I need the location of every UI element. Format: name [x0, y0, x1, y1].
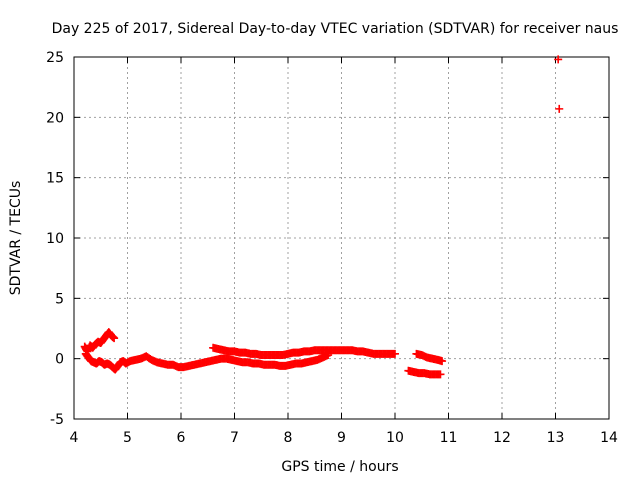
chart-title: Day 225 of 2017, Sidereal Day-to-day VTE… — [52, 21, 619, 37]
x-tick-label: 5 — [123, 430, 132, 446]
y-tick-label: 25 — [46, 50, 64, 66]
y-axis-label: SDTVAR / TECUs — [8, 181, 24, 296]
data-point — [241, 348, 254, 358]
x-tick-label: 7 — [230, 430, 239, 446]
y-tick-label: 15 — [46, 171, 64, 187]
y-tick-label: 20 — [46, 110, 64, 126]
data-point — [554, 55, 563, 64]
data-series — [80, 55, 564, 379]
grid-lines — [74, 57, 609, 419]
y-tick-label: 5 — [55, 291, 64, 307]
data-point — [555, 104, 564, 113]
data-point — [436, 370, 445, 379]
y-tick-label: 10 — [46, 231, 64, 247]
axis-ticks: 4 5 6 7 8 9 10 11 12 13 14 -5 0 5 10 15 20 25 — [46, 50, 618, 446]
x-tick-label: 10 — [386, 430, 404, 446]
data-point — [110, 334, 119, 343]
y-tick-label: -5 — [50, 412, 64, 428]
data-point — [438, 357, 447, 366]
x-tick-label: 12 — [493, 430, 511, 446]
x-tick-label: 9 — [337, 430, 346, 446]
x-tick-label: 11 — [440, 430, 458, 446]
x-tick-label: 13 — [547, 430, 565, 446]
y-tick-label: 0 — [55, 352, 64, 368]
x-tick-label: 8 — [284, 430, 293, 446]
x-tick-label: 14 — [600, 430, 618, 446]
x-tick-label: 4 — [70, 430, 79, 446]
data-point — [391, 349, 399, 358]
x-axis-label: GPS time / hours — [281, 459, 398, 475]
x-tick-label: 6 — [177, 430, 186, 446]
data-point — [142, 352, 155, 363]
